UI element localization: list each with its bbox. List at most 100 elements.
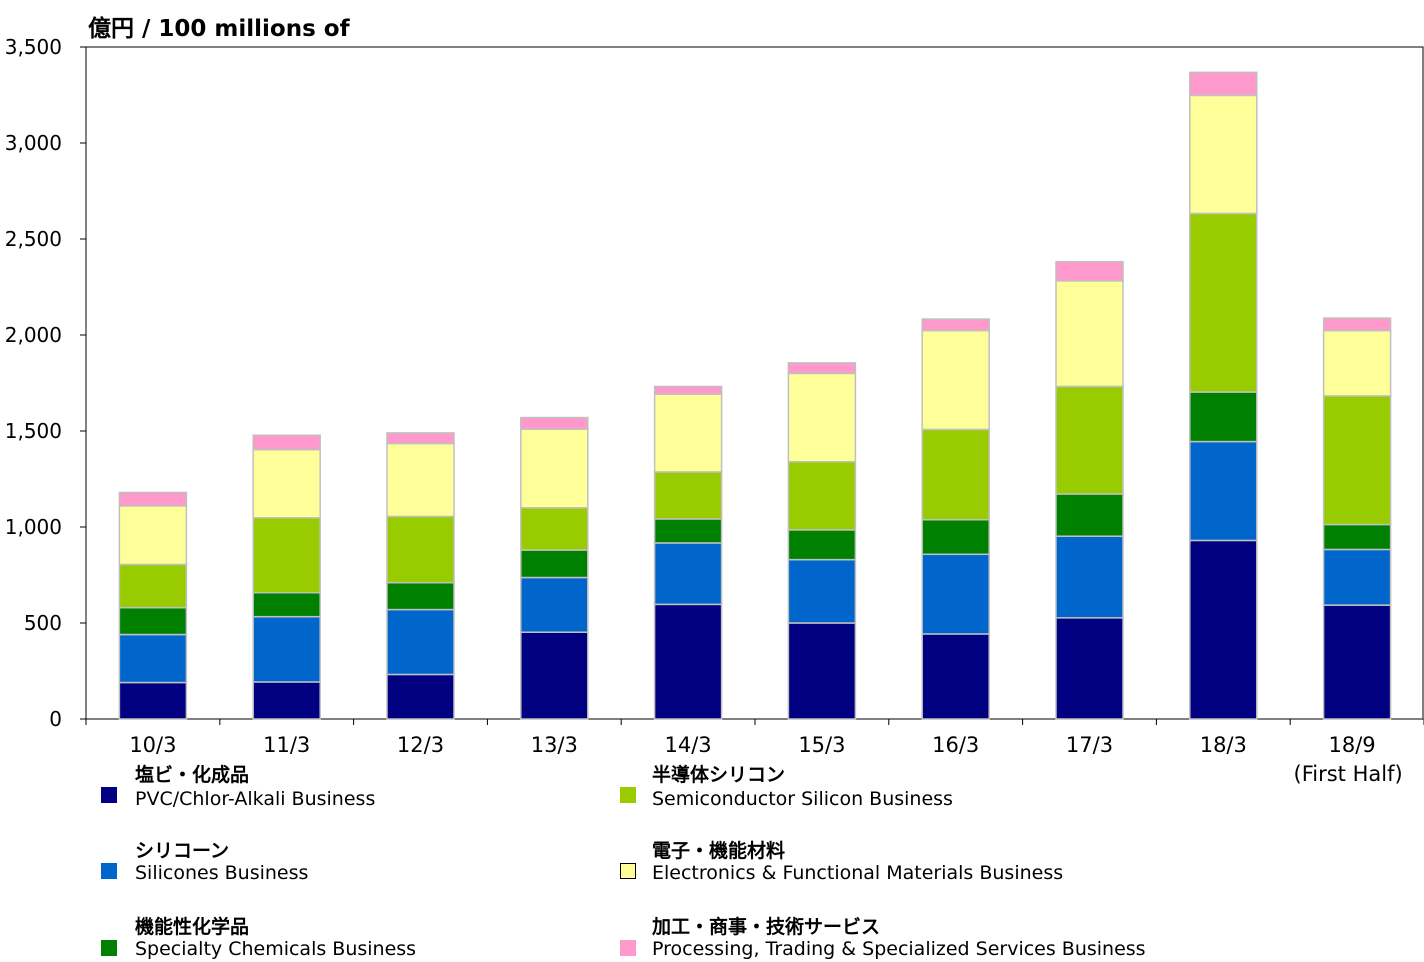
- legend-swatch: [620, 863, 636, 879]
- bar-segment-3: [520, 549, 589, 579]
- bar-segment-1: [787, 622, 857, 720]
- x-tick-label: 18/3: [1200, 733, 1247, 757]
- unit-label: 億円 / 100 millions of: [88, 15, 351, 42]
- bars-group: [118, 71, 1392, 720]
- bar-segment-2: [787, 558, 857, 624]
- bar-segment-5: [1322, 329, 1392, 397]
- bar-segment-5: [386, 442, 455, 518]
- x-tick-label: 16/3: [932, 733, 979, 757]
- legend-label: PVC/Chlor-Alkali Business: [135, 788, 376, 810]
- bar-segment-4: [1055, 385, 1124, 495]
- bar-segment-4: [653, 471, 723, 520]
- legend-label-jp: 塩ビ・化成品: [135, 764, 250, 786]
- legend-label: Electronics & Functional Materials Busin…: [652, 862, 1064, 884]
- bar-segment-1: [653, 603, 723, 720]
- bar-segment-3: [921, 518, 990, 556]
- bar-segment-3: [118, 606, 188, 636]
- legend-label-jp: 半導体シリコン: [652, 764, 786, 786]
- x-tick-label: 11/3: [263, 733, 310, 757]
- legend-label-jp: 機能性化学品: [135, 916, 250, 938]
- y-tick-label: 0: [49, 707, 62, 731]
- legend-swatch: [101, 787, 117, 803]
- bar-segment-3: [386, 581, 455, 611]
- bar-segment-2: [118, 633, 188, 684]
- legend-label-jp: 電子・機能材料: [652, 840, 786, 862]
- bar-segment-1: [1055, 617, 1124, 720]
- legend-swatch: [101, 863, 117, 879]
- y-tick-label: 3,500: [5, 35, 62, 59]
- bar-segment-4: [921, 428, 990, 521]
- bar-segment-2: [386, 608, 455, 676]
- x-tick-sublabel: (First Half): [1294, 762, 1403, 786]
- bar-segment-6: [1322, 317, 1392, 332]
- bar-segment-1: [118, 681, 188, 720]
- legend-swatch: [101, 940, 117, 956]
- bar-segment-3: [252, 591, 321, 618]
- x-tick-label: 12/3: [397, 733, 444, 757]
- bar-segment-5: [252, 448, 321, 519]
- bar-segment-2: [520, 576, 589, 633]
- x-tick-label: 13/3: [531, 733, 578, 757]
- bar-segment-3: [1189, 391, 1258, 443]
- bar-segment-4: [1322, 395, 1392, 526]
- bar-segment-2: [1322, 548, 1392, 606]
- bar-segment-5: [118, 505, 188, 566]
- bar-segment-4: [1189, 212, 1258, 393]
- x-tick-label: 17/3: [1066, 733, 1113, 757]
- legend-label: Specialty Chemicals Business: [135, 938, 417, 960]
- legend-label: Semiconductor Silicon Business: [652, 788, 953, 810]
- bar-segment-6: [787, 362, 857, 375]
- bar-segment-1: [386, 673, 455, 720]
- y-tick-label: 500: [24, 611, 62, 635]
- bar-segment-4: [787, 460, 857, 531]
- y-tick-label: 1,000: [5, 515, 62, 539]
- bar-segment-2: [921, 553, 990, 635]
- bar-segment-1: [520, 631, 589, 720]
- bar-segment-2: [653, 542, 723, 606]
- bar-segment-6: [1189, 71, 1258, 97]
- bar-segment-3: [1322, 523, 1392, 551]
- bar-segment-5: [921, 329, 990, 431]
- bar-segment-6: [118, 491, 188, 507]
- x-axis: 10/3 11/3 12/3 13/3 14/3 15/3 16/3 17/3 18/3 18/9…: [85, 719, 1424, 786]
- bar-segment-4: [386, 515, 455, 584]
- x-tick-label: 18/9: [1329, 733, 1376, 757]
- bar-segment-1: [1189, 539, 1258, 720]
- x-tick-label: 14/3: [665, 733, 712, 757]
- bar-segment-5: [520, 428, 589, 509]
- bar-segment-2: [1055, 535, 1124, 619]
- bar-segment-1: [1322, 604, 1392, 720]
- legend-swatch: [620, 787, 636, 803]
- bar-segment-3: [653, 518, 723, 544]
- bar-segment-4: [252, 517, 321, 594]
- legend-swatch: [620, 940, 636, 956]
- bar-segment-6: [653, 385, 723, 395]
- bar-segment-1: [921, 633, 990, 720]
- bar-segment-5: [653, 393, 723, 473]
- y-tick-label: 3,000: [5, 131, 62, 155]
- bar-segment-6: [386, 432, 455, 445]
- x-tick-label: 15/3: [798, 733, 845, 757]
- bar-segment-5: [1189, 94, 1258, 215]
- y-tick-label: 1,500: [5, 419, 62, 443]
- bar-segment-2: [1189, 440, 1258, 542]
- bar-segment-6: [921, 318, 990, 332]
- legend-label: Silicones Business: [135, 862, 309, 884]
- y-tick-label: 2,000: [5, 323, 62, 347]
- bar-segment-6: [520, 416, 589, 430]
- bar-segment-6: [252, 434, 321, 451]
- legend-label-jp: シリコーン: [135, 840, 230, 862]
- y-axis: 0 500 1,000 1,500 2,000 2,500 3,000 3,500: [5, 35, 86, 731]
- y-tick-label: 2,500: [5, 227, 62, 251]
- bar-segment-2: [252, 615, 321, 683]
- bar-segment-5: [787, 372, 857, 463]
- bar-segment-4: [520, 507, 589, 551]
- bar-segment-3: [787, 529, 857, 561]
- bar-segment-4: [118, 563, 188, 609]
- legend-label-jp: 加工・商事・技術サービス: [652, 916, 881, 938]
- bar-segment-6: [1055, 260, 1124, 282]
- bar-segment-3: [1055, 493, 1124, 537]
- bar-segment-1: [252, 681, 321, 720]
- bar-segment-5: [1055, 280, 1124, 388]
